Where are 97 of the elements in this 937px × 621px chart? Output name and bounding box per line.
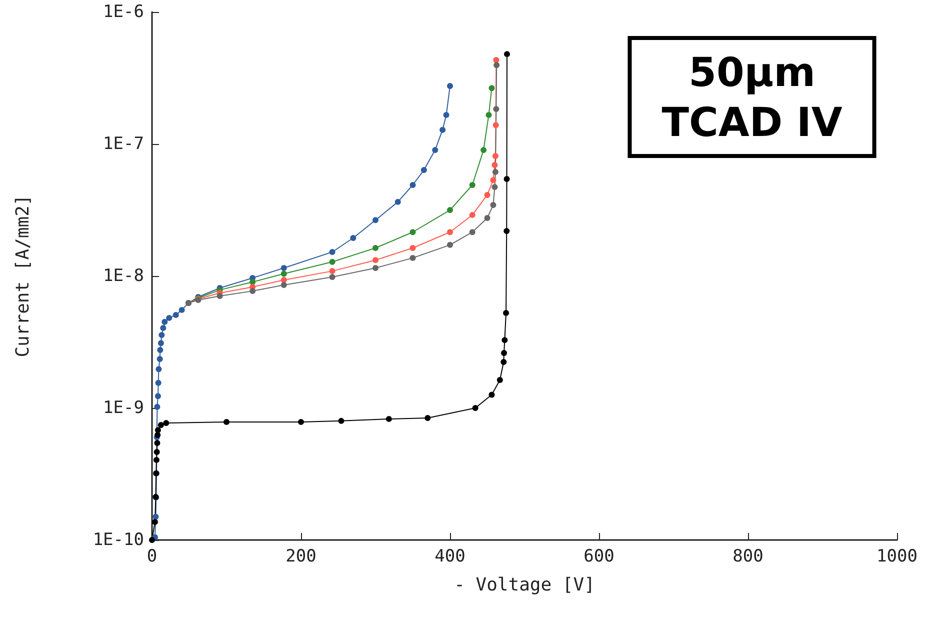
x-tick-label: 400 xyxy=(434,546,466,566)
point xyxy=(469,212,476,218)
x-tick-label: 800 xyxy=(732,546,764,566)
point xyxy=(480,147,487,154)
point xyxy=(154,393,161,400)
point xyxy=(492,153,498,160)
point xyxy=(338,418,344,424)
point xyxy=(492,162,498,168)
x-tick-label: 200 xyxy=(286,546,316,566)
point xyxy=(156,356,163,362)
point xyxy=(490,177,496,184)
point xyxy=(154,449,160,456)
point xyxy=(350,235,356,242)
point xyxy=(440,126,446,133)
point xyxy=(469,229,476,236)
point xyxy=(329,268,336,274)
point xyxy=(492,168,498,175)
point xyxy=(504,228,510,234)
point xyxy=(447,83,453,90)
point xyxy=(372,257,378,264)
point xyxy=(280,264,287,271)
y-tick-label: 1E-10 xyxy=(92,530,144,550)
point xyxy=(154,440,160,446)
point xyxy=(158,332,165,338)
point xyxy=(157,347,164,354)
point xyxy=(149,537,155,543)
point xyxy=(443,112,450,118)
point xyxy=(504,51,510,58)
point xyxy=(329,258,336,265)
point xyxy=(410,244,416,251)
point xyxy=(496,376,503,383)
point xyxy=(490,202,496,208)
point xyxy=(154,427,161,434)
point xyxy=(178,306,185,313)
point xyxy=(372,264,378,271)
point xyxy=(424,414,431,421)
point xyxy=(494,62,500,68)
point xyxy=(163,420,170,426)
x-tick-label: 0 xyxy=(146,546,158,566)
point xyxy=(493,56,500,63)
point xyxy=(160,324,166,331)
point xyxy=(504,176,510,182)
y-tick-label: 1E-9 xyxy=(103,398,144,418)
point xyxy=(152,518,158,525)
point xyxy=(280,276,287,283)
point xyxy=(372,217,378,224)
point xyxy=(420,167,427,174)
point xyxy=(153,456,160,463)
point xyxy=(280,270,287,277)
x-tick-label: 600 xyxy=(584,546,614,566)
y-tick-label: 1E-8 xyxy=(103,266,144,286)
point xyxy=(472,405,478,411)
point xyxy=(502,337,508,344)
point xyxy=(280,282,287,288)
point xyxy=(410,254,416,261)
point xyxy=(172,312,179,318)
point xyxy=(154,404,160,410)
point xyxy=(216,293,223,300)
x-axis-title: - Voltage [V] xyxy=(454,574,595,596)
point xyxy=(372,244,378,251)
point xyxy=(410,182,416,188)
point xyxy=(329,249,336,255)
point xyxy=(492,122,499,128)
point xyxy=(447,242,453,248)
point xyxy=(386,416,392,422)
point xyxy=(447,229,453,236)
point xyxy=(484,215,490,222)
point xyxy=(503,310,510,316)
point xyxy=(158,422,164,428)
point xyxy=(469,182,476,188)
point xyxy=(493,106,500,112)
point xyxy=(432,147,438,154)
point xyxy=(447,207,453,214)
point xyxy=(484,192,490,198)
point xyxy=(488,392,495,398)
point xyxy=(250,288,256,294)
point xyxy=(155,380,162,386)
point xyxy=(298,418,304,425)
point xyxy=(410,229,416,236)
x-tick-label: 1000 xyxy=(876,546,918,566)
point xyxy=(488,85,495,92)
point xyxy=(158,340,164,346)
point xyxy=(486,112,492,118)
point xyxy=(152,514,159,520)
point xyxy=(500,359,507,366)
y-axis-title: Current [A/mm2] xyxy=(12,194,34,358)
point xyxy=(224,418,230,425)
point xyxy=(492,184,498,190)
y-tick-label: 1E-7 xyxy=(103,134,144,154)
point xyxy=(394,198,401,205)
point xyxy=(166,314,172,321)
annotation: 50µm TCAD IV xyxy=(662,50,842,146)
point xyxy=(501,350,508,356)
point xyxy=(162,318,168,325)
point xyxy=(156,366,162,372)
y-tick-label: 1E-6 xyxy=(103,2,144,22)
point xyxy=(329,274,336,280)
